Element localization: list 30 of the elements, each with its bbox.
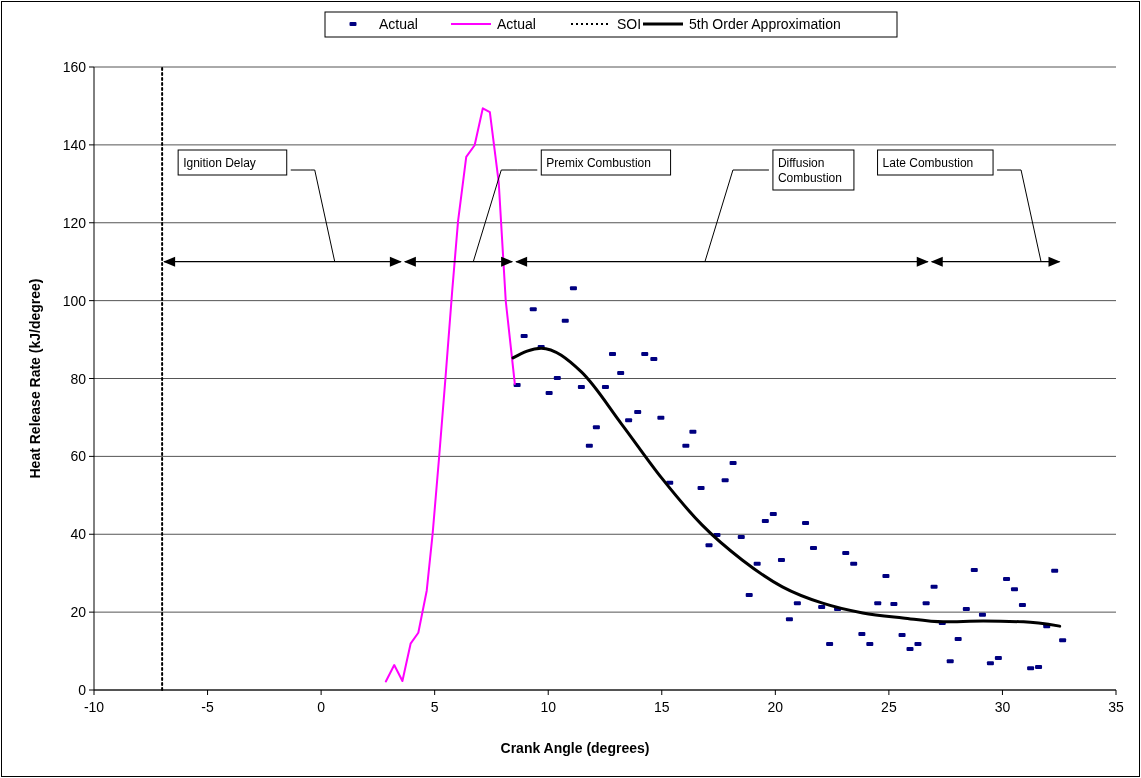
annotation: Diffusion Combustion (777, 156, 842, 185)
legend-label: SOI (617, 16, 642, 32)
y-tick-label: 0 (78, 682, 87, 698)
x-tick-label: 5 (430, 699, 439, 715)
y-tick-label: 160 (62, 59, 87, 75)
x-axis-title: Crank Angle (degrees) (500, 740, 650, 756)
x-tick-label: 15 (653, 699, 670, 715)
y-axis-title: Heat Release Rate (kJ/degree) (27, 278, 43, 479)
y-tick-label: 20 (70, 604, 87, 621)
x-tick-label: 25 (881, 699, 897, 715)
annotation: Late Combustion (882, 156, 974, 170)
x-tick-label: -5 (201, 699, 214, 715)
y-tick-label: 120 (62, 214, 87, 231)
y-tick-label: 140 (62, 136, 87, 153)
y-tick-label: 60 (70, 448, 87, 465)
y-tick-label: 80 (70, 370, 87, 387)
annotation: Ignition Delay (183, 156, 256, 170)
legend-label: Actual (497, 16, 536, 32)
x-tick-label: 0 (317, 699, 326, 715)
legend-label: Actual (379, 16, 418, 32)
x-tick-label: 30 (994, 699, 1011, 715)
y-tick-label: 100 (62, 292, 87, 309)
x-tick-label: 20 (767, 699, 784, 715)
legend-label: 5th Order Approximation (689, 16, 841, 32)
x-tick-label: 10 (540, 699, 557, 715)
line-series (511, 346, 1062, 628)
x-tick-label: -10 (83, 699, 105, 715)
annotation: Premix Combustion (546, 156, 651, 170)
x-tick-label: 35 (1108, 699, 1124, 715)
y-tick-label: 40 (70, 526, 87, 543)
